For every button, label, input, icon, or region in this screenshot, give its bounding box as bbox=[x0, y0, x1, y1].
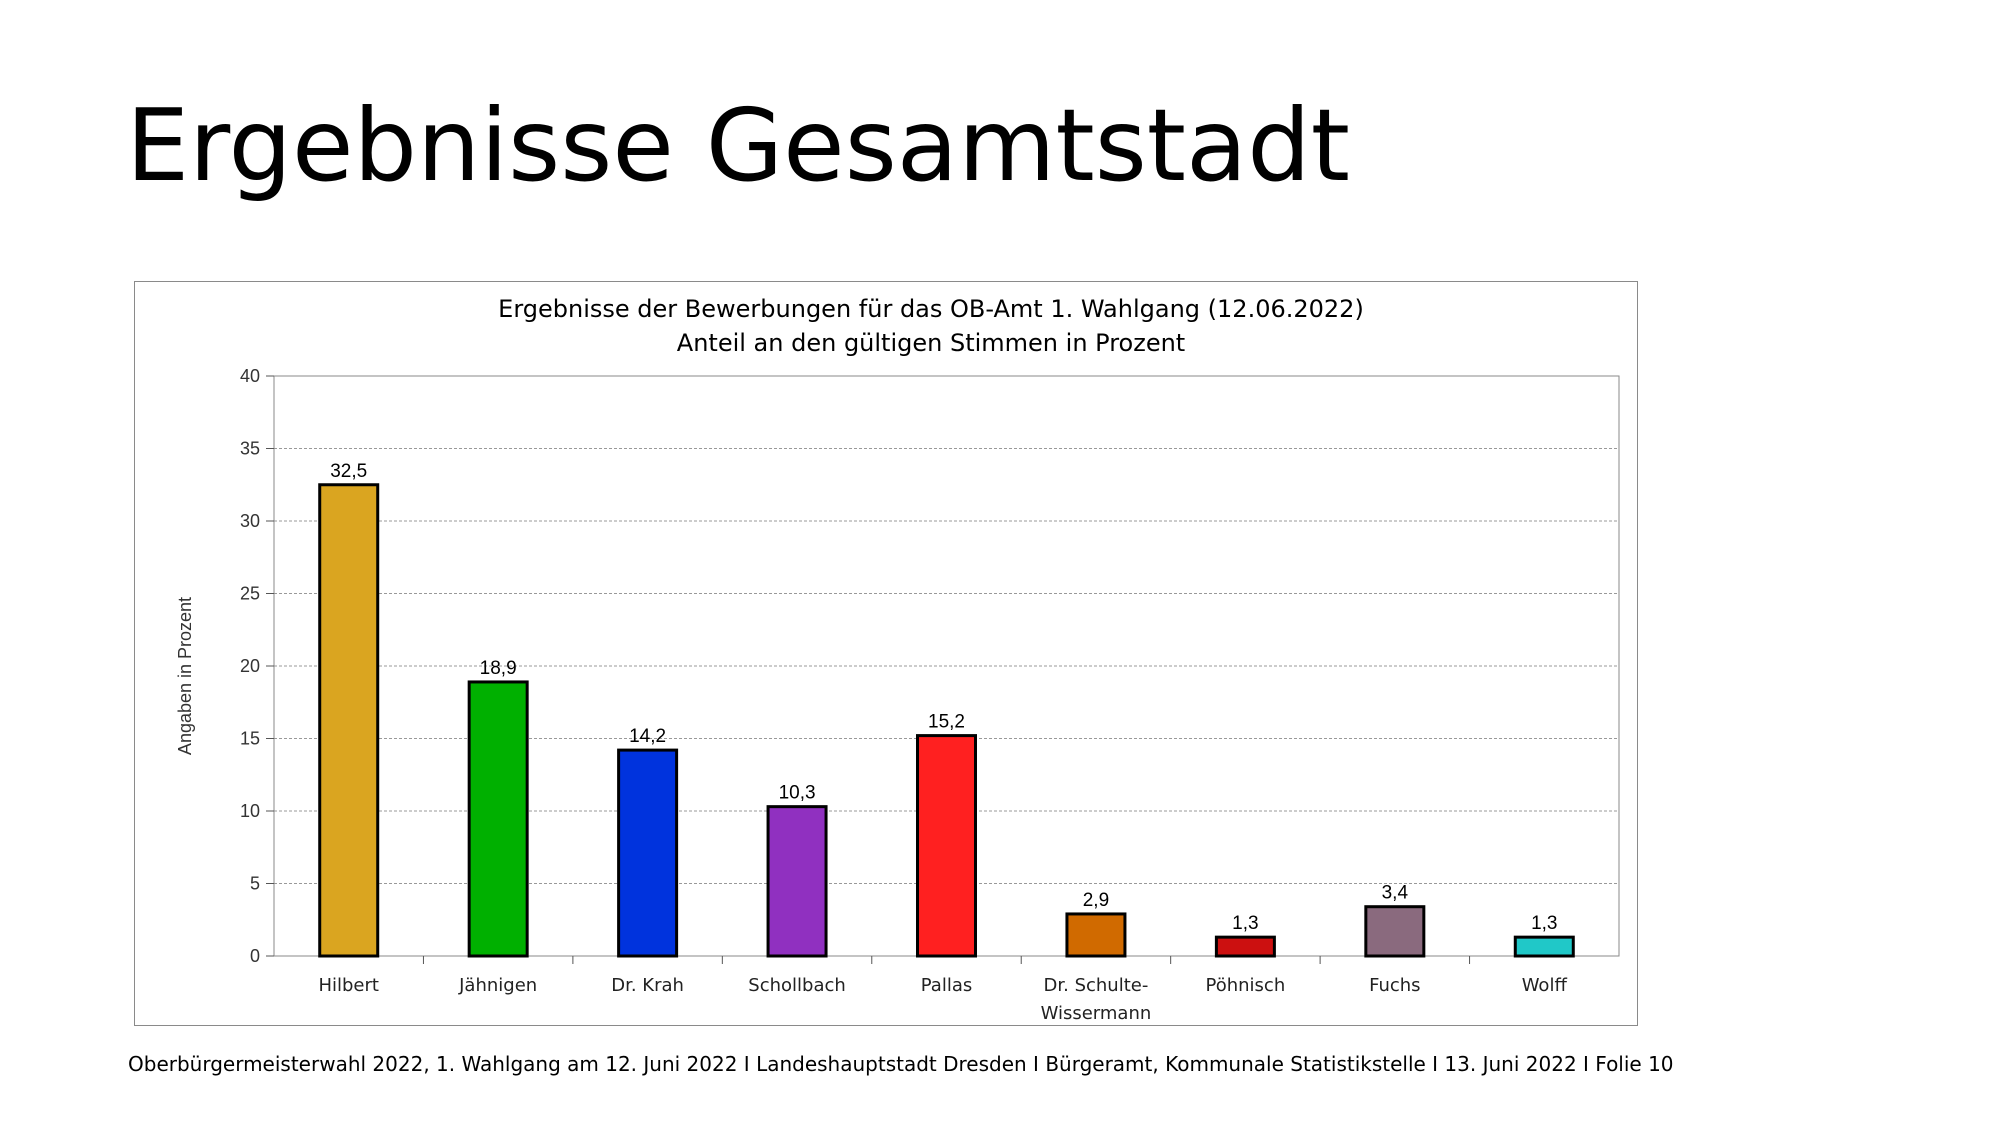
y-tick-label: 10 bbox=[240, 801, 260, 821]
bar-chart: Ergebnisse der Bewerbungen für das OB-Am… bbox=[175, 295, 1620, 1024]
slide-footer: Oberbürgermeisterwahl 2022, 1. Wahlgang … bbox=[128, 1052, 1674, 1076]
value-label: 14,2 bbox=[629, 726, 666, 747]
value-label: 1,3 bbox=[1531, 913, 1557, 934]
value-label: 1,3 bbox=[1232, 913, 1258, 934]
bar-4 bbox=[766, 805, 828, 958]
bar-8 bbox=[1364, 905, 1426, 958]
bars bbox=[318, 483, 1575, 958]
slide-title: Ergebnisse Gesamtstadt bbox=[126, 87, 1350, 204]
y-tick-label: 40 bbox=[240, 366, 260, 386]
bar-2 bbox=[467, 680, 529, 958]
chart-subtitle: Anteil an den gültigen Stimmen in Prozen… bbox=[677, 329, 1185, 357]
chart-title: Ergebnisse der Bewerbungen für das OB-Am… bbox=[498, 295, 1364, 323]
value-label: 10,3 bbox=[779, 783, 816, 804]
x-category-label: Pöhnisch bbox=[1206, 975, 1286, 996]
value-label: 2,9 bbox=[1083, 890, 1109, 911]
bar-6 bbox=[1065, 912, 1127, 958]
value-label: 15,2 bbox=[928, 712, 965, 733]
bar-7 bbox=[1214, 935, 1276, 958]
chart-frame: Ergebnisse der Bewerbungen für das OB-Am… bbox=[134, 281, 1638, 1026]
bar-5 bbox=[916, 734, 977, 958]
bar-1 bbox=[318, 483, 380, 958]
y-axis-title: Angaben in Prozent bbox=[175, 597, 195, 755]
y-tick-label: 5 bbox=[250, 874, 260, 894]
x-category-label: Fuchs bbox=[1369, 975, 1420, 996]
y-tick-label: 35 bbox=[240, 439, 260, 459]
y-tick-label: 15 bbox=[240, 729, 260, 749]
x-category-label: Pallas bbox=[921, 975, 973, 996]
y-tick-label: 20 bbox=[240, 656, 260, 676]
bar-9 bbox=[1513, 935, 1575, 958]
x-category-label: Jähnigen bbox=[458, 975, 537, 996]
x-category-label: Dr. Schulte-Wissermann bbox=[1041, 975, 1152, 1024]
y-tick-label: 30 bbox=[240, 511, 260, 531]
value-label: 18,9 bbox=[480, 658, 517, 679]
bar-3 bbox=[617, 748, 679, 958]
value-label: 3,4 bbox=[1382, 883, 1409, 904]
x-axis-categories: Hilbert Jähnigen Dr. Krah Schollbach Pallas D… bbox=[318, 956, 1567, 1024]
x-category-label: Schollbach bbox=[748, 975, 846, 996]
y-tick-label: 0 bbox=[250, 946, 260, 966]
value-labels: 32,5 18,9 14,2 10,3 15,2 2,9 1,3 3,4 1,3 bbox=[330, 461, 1557, 934]
value-label: 32,5 bbox=[330, 461, 367, 482]
x-category-label: Hilbert bbox=[318, 975, 379, 996]
x-category-label: Dr. Krah bbox=[611, 975, 684, 996]
y-tick-label: 25 bbox=[240, 584, 260, 604]
x-category-label: Wolff bbox=[1522, 975, 1568, 996]
y-axis-ticks: 0 5 10 15 20 25 30 35 40 bbox=[240, 366, 274, 966]
